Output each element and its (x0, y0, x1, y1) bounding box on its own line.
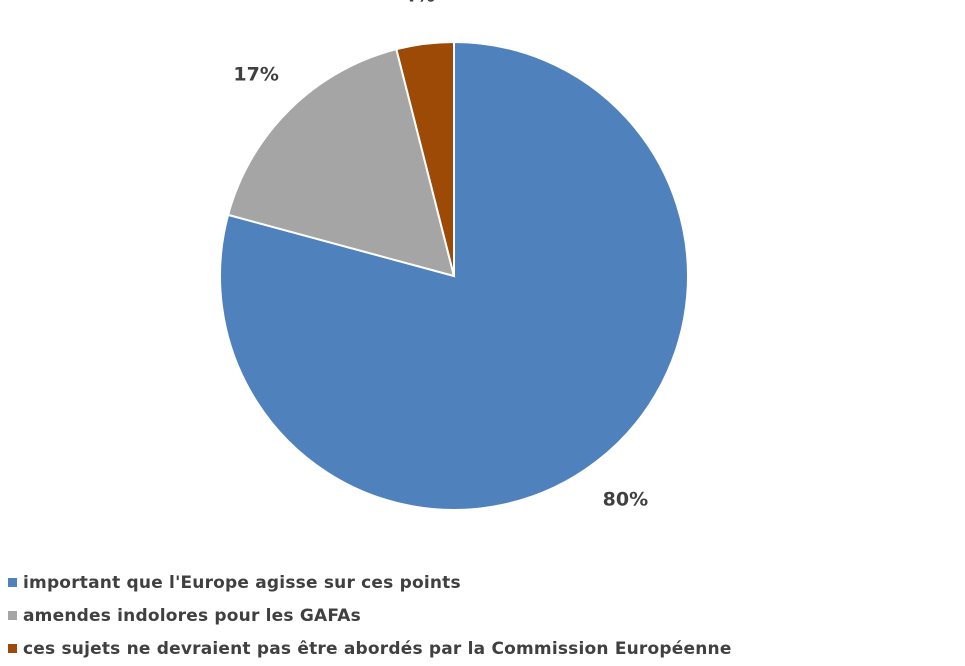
pie-chart-svg: 80% 17% 4% (219, 0, 689, 511)
pie-slices (219, 40, 689, 511)
pie-slice-3 (395, 40, 455, 277)
legend-item-2: amendes indolores pour les GAFAs (8, 599, 732, 632)
pie-data-label-1: 80% (603, 488, 648, 510)
legend-item-1: important que l'Europe agisse sur ces po… (8, 566, 732, 599)
pie-data-labels: 80% 17% 4% (233, 0, 648, 510)
legend-swatch-3 (8, 644, 17, 653)
pie-data-label-3: 4% (403, 0, 435, 7)
legend-label-2: amendes indolores pour les GAFAs (23, 605, 361, 626)
legend-swatch-1 (8, 578, 17, 587)
chart-legend: important que l'Europe agisse sur ces po… (8, 566, 732, 665)
pie-slice-2 (226, 47, 456, 278)
legend-item-3: ces sujets ne devraient pas être abordés… (8, 632, 732, 665)
legend-swatch-2 (8, 611, 17, 620)
legend-label-3: ces sujets ne devraient pas être abordés… (23, 638, 732, 659)
legend-label-1: important que l'Europe agisse sur ces po… (23, 572, 461, 593)
pie-data-label-2: 17% (233, 64, 278, 86)
